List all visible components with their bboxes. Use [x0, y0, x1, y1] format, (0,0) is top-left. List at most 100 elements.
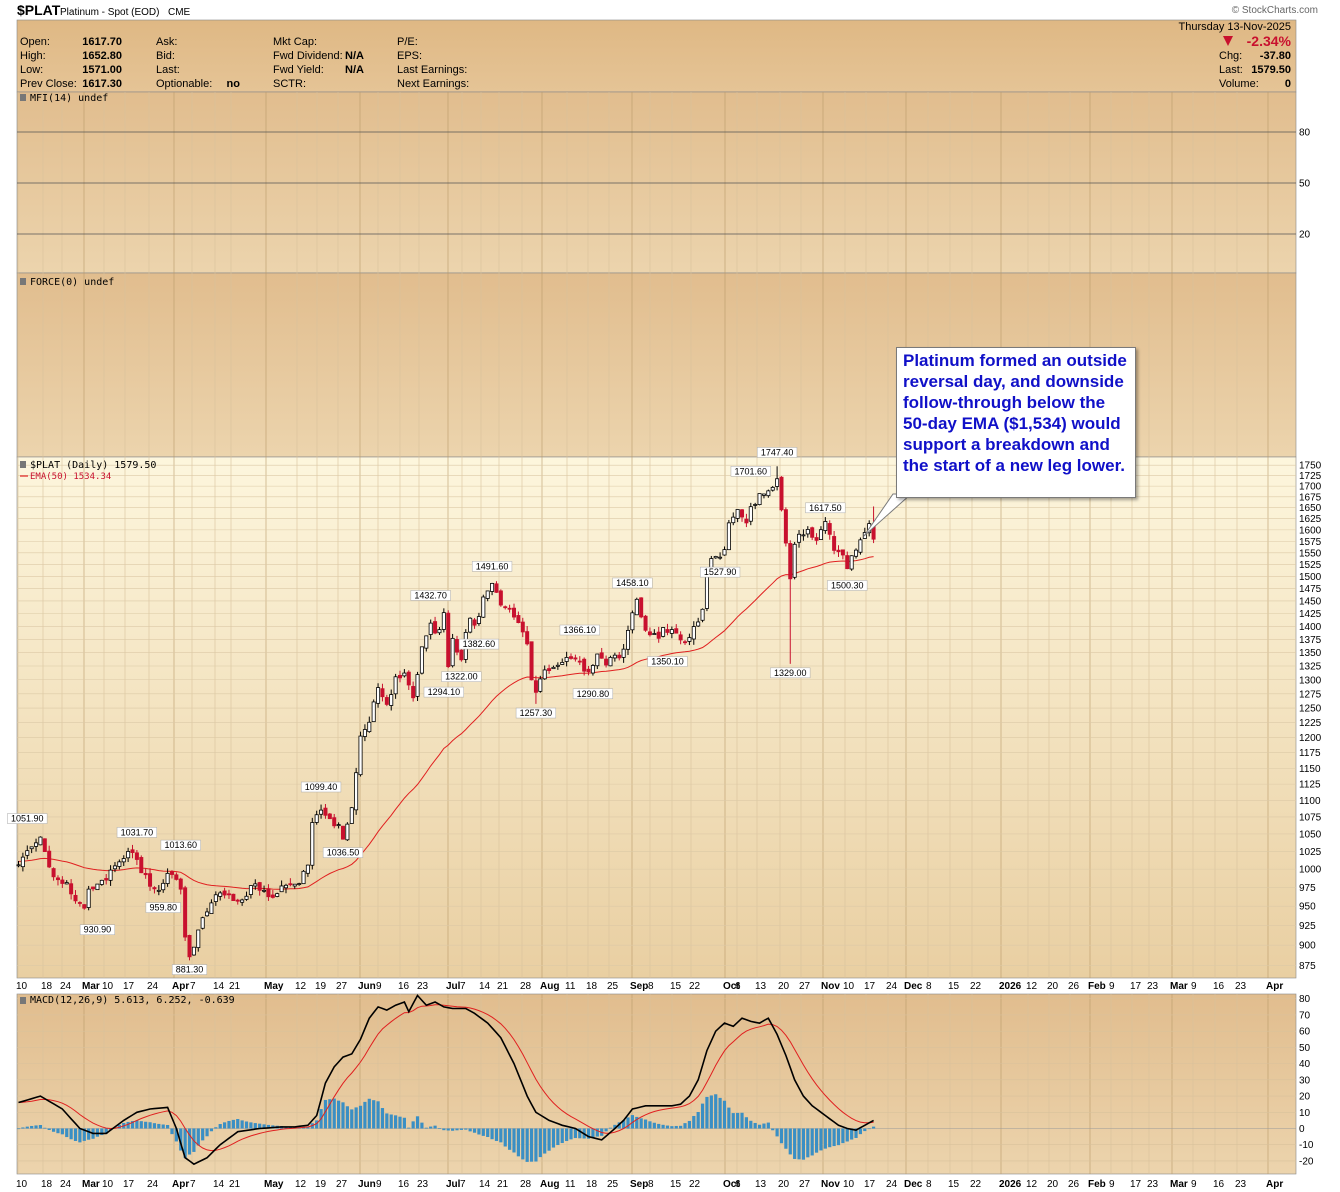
- header-background: [16, 19, 1297, 93]
- macd-histogram-bar: [841, 1128, 845, 1144]
- macd-histogram-bar: [718, 1097, 722, 1129]
- price-tick-label: 1050: [1299, 829, 1322, 840]
- candle-body: [64, 882, 69, 885]
- candle-body: [349, 807, 354, 824]
- price-tick-label: 1225: [1299, 718, 1322, 729]
- candle-body: [498, 590, 503, 606]
- candle-body: [494, 583, 499, 593]
- date-label: 7: [190, 1179, 196, 1190]
- macd-histogram-bar: [775, 1128, 779, 1137]
- chg-value: -37.80: [1260, 50, 1291, 62]
- candle-body: [156, 889, 161, 892]
- macd-histogram-bar: [468, 1128, 472, 1132]
- macd-histogram-bar: [819, 1128, 823, 1151]
- candle-body: [327, 813, 332, 820]
- macd-histogram-bar: [516, 1128, 520, 1157]
- macd-histogram-bar: [253, 1123, 257, 1129]
- date-label: 21: [497, 1179, 509, 1190]
- macd-histogram-bar: [157, 1123, 161, 1129]
- candle-body: [433, 621, 438, 634]
- macd-histogram-bar: [65, 1128, 69, 1138]
- date-label: 23: [417, 1179, 429, 1190]
- sctr-label: SCTR:: [273, 78, 306, 90]
- macd-histogram-bar: [363, 1101, 367, 1129]
- date-label: Aug: [540, 981, 559, 992]
- annotation-callout: Platinum formed an outside reversal day,…: [896, 347, 1136, 498]
- candle-body: [643, 615, 648, 631]
- date-label: 23: [1235, 981, 1247, 992]
- candle-body: [336, 824, 341, 827]
- macd-histogram-bar: [626, 1117, 630, 1129]
- price-label: 1701.60: [735, 466, 768, 476]
- date-label: 11: [565, 981, 576, 992]
- date-label: 7: [190, 981, 196, 992]
- force-legend-icon: [20, 278, 26, 285]
- candle-body: [29, 846, 34, 850]
- fwd-yield-label: Fwd Yield:: [273, 64, 324, 76]
- macd-histogram-bar: [407, 1127, 411, 1129]
- price-tick-label: 875: [1299, 961, 1316, 972]
- candle-body: [832, 536, 837, 551]
- macd-histogram-bar: [262, 1124, 266, 1129]
- price-label: 881.30: [176, 965, 204, 975]
- candle-body: [205, 911, 210, 917]
- candle-body: [34, 842, 39, 847]
- date-label: 10: [843, 981, 855, 992]
- date-axis-bottom: 10 18 24 Mar 10 17 24 Apr 7 14 21 May 12 19 27 Jun 9 16 23…: [16, 1179, 1283, 1190]
- date-label: 23: [1235, 1179, 1247, 1190]
- candle-body: [183, 887, 188, 938]
- macd-histogram-bar: [472, 1128, 477, 1133]
- candle-body: [165, 872, 170, 884]
- macd-histogram-bar: [749, 1120, 753, 1129]
- candle-body: [450, 637, 455, 667]
- price-tick-label: 1250: [1299, 704, 1322, 715]
- macd-histogram-bar: [806, 1128, 810, 1158]
- candle-body: [661, 627, 666, 637]
- macd-histogram-bar: [823, 1128, 827, 1149]
- price-label-box: [515, 707, 557, 719]
- candle-body: [608, 656, 613, 667]
- gridlines: [17, 92, 1296, 1174]
- macd-tick-label: 50: [1299, 1043, 1311, 1054]
- macd-histogram-bar: [144, 1121, 148, 1129]
- candle-body: [700, 608, 705, 621]
- macd-histogram-bar: [227, 1120, 231, 1129]
- macd-histogram-bar: [481, 1128, 485, 1136]
- candle-body: [117, 861, 122, 867]
- date-label: 22: [970, 1179, 982, 1190]
- macd-histogram-bar: [389, 1114, 393, 1129]
- date-label: 14: [479, 981, 491, 992]
- macd-histogram-bar: [630, 1115, 634, 1129]
- candle-body: [288, 883, 293, 886]
- date-label: 10: [843, 1179, 855, 1190]
- candle-body: [257, 882, 262, 891]
- candle-body: [419, 646, 424, 674]
- date-label: 21: [229, 981, 241, 992]
- date-label: 10: [102, 981, 114, 992]
- date-label: 23: [1147, 1179, 1159, 1190]
- candle-body: [726, 522, 731, 551]
- price-label: 1382.60: [463, 639, 496, 649]
- macd-histogram-bar: [170, 1128, 174, 1135]
- candle-body: [459, 649, 464, 661]
- candle-body: [446, 612, 451, 668]
- macd-histogram-bar: [543, 1128, 547, 1154]
- date-label: 11: [565, 1179, 576, 1190]
- prev-close-label: Prev Close:: [20, 78, 77, 90]
- candle-body: [621, 648, 626, 658]
- macd-histogram-bar: [394, 1115, 398, 1129]
- macd-signal-line: [18, 1004, 874, 1152]
- date-label: Aug: [540, 1179, 559, 1190]
- price-tick-label: 1075: [1299, 812, 1322, 823]
- date-label: 15: [948, 981, 960, 992]
- date-label: 15: [670, 981, 682, 992]
- macd-histogram-bar: [578, 1128, 582, 1139]
- candle-body: [626, 630, 631, 650]
- macd-histogram-bar: [201, 1128, 205, 1141]
- date-label: 26: [1068, 1179, 1080, 1190]
- candle-body: [476, 616, 481, 624]
- mfi-label: MFI(14) undef: [30, 93, 108, 104]
- macd-label: MACD(12,26,9) 5.613, 6.252, -0.639: [30, 995, 235, 1006]
- macd-histogram-bar: [534, 1128, 538, 1162]
- macd-histogram-bar: [643, 1119, 648, 1129]
